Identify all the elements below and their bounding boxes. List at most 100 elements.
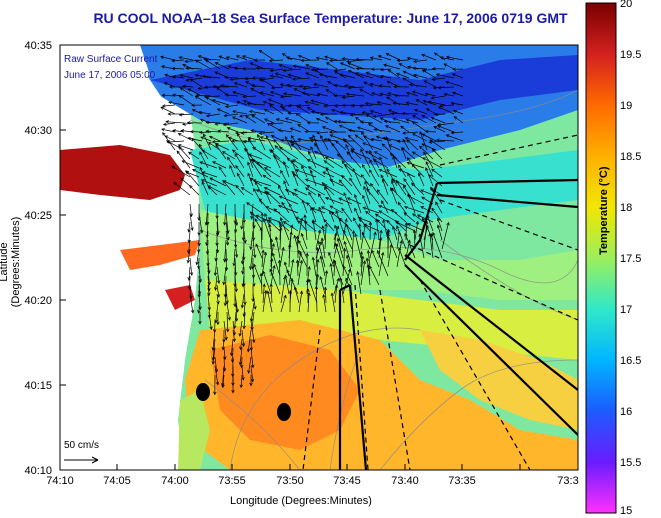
current-vector-head xyxy=(347,62,352,66)
current-vector-head xyxy=(213,391,217,396)
current-vector-head xyxy=(431,148,436,152)
current-vector-head xyxy=(375,135,380,139)
current-vector xyxy=(359,104,374,107)
current-vector-head xyxy=(401,111,406,116)
current-vector xyxy=(243,230,246,243)
current-vector xyxy=(225,94,239,97)
current-vector-head xyxy=(431,168,435,173)
current-vector-head xyxy=(260,212,264,216)
current-vector-head xyxy=(234,222,239,226)
current-vector xyxy=(305,64,320,70)
current-vector xyxy=(416,99,428,106)
current-vector xyxy=(270,75,284,79)
current-vector xyxy=(322,225,326,241)
current-vector xyxy=(267,123,284,133)
current-vector-head xyxy=(333,93,337,98)
current-vector-head xyxy=(278,221,282,226)
current-vector xyxy=(304,214,308,241)
current-vector-head xyxy=(209,177,213,181)
current-vector xyxy=(380,68,392,71)
current-vector-head xyxy=(315,247,320,251)
current-vector-head xyxy=(245,81,249,85)
current-vector-head xyxy=(336,153,341,158)
current-vector-head xyxy=(295,259,300,264)
current-vector-head xyxy=(423,80,428,84)
current-vector xyxy=(279,224,281,241)
current-vector-head xyxy=(224,336,228,341)
current-vector-head xyxy=(308,137,313,141)
current-vector-head xyxy=(245,147,249,152)
current-vector-head xyxy=(240,131,245,135)
current-vector xyxy=(420,189,434,196)
current-vector xyxy=(338,197,353,205)
current-vector-head xyxy=(225,328,230,333)
current-vector xyxy=(360,260,366,286)
current-vector xyxy=(314,143,326,160)
current-vector-head xyxy=(395,179,399,184)
current-vector-head xyxy=(271,148,275,153)
current-vector-head xyxy=(211,140,216,144)
current-vector-head xyxy=(334,242,338,247)
current-vector-head xyxy=(277,204,282,208)
colorbar-tick: 16 xyxy=(620,406,632,418)
current-vector-head xyxy=(241,55,246,59)
current-vector-head xyxy=(390,111,395,116)
current-vector xyxy=(250,302,255,322)
current-vector xyxy=(386,220,398,232)
current-vector-head xyxy=(205,120,210,125)
current-vector xyxy=(438,106,455,115)
current-vector xyxy=(398,202,407,214)
current-vector-head xyxy=(395,221,400,225)
current-vector xyxy=(396,240,402,268)
current-vector-head xyxy=(324,197,329,201)
current-vector-head xyxy=(265,206,269,210)
current-vector-head xyxy=(234,288,238,293)
current-vector xyxy=(233,248,236,266)
current-vector-head xyxy=(451,73,456,77)
current-vector-head xyxy=(320,206,325,210)
current-vector-head xyxy=(307,166,312,170)
current-vector-head xyxy=(380,174,384,179)
current-vector-head xyxy=(345,92,350,96)
current-vector xyxy=(363,135,374,142)
current-vector xyxy=(226,311,229,332)
current-vector-head xyxy=(205,96,210,100)
current-vector xyxy=(212,99,230,106)
current-vector xyxy=(215,248,218,261)
current-vector-head xyxy=(404,232,408,237)
current-vector xyxy=(396,225,407,250)
current-vector-head xyxy=(254,218,258,222)
current-vector xyxy=(379,85,392,88)
current-vector-head xyxy=(263,108,268,113)
current-vector-head xyxy=(370,67,375,71)
current-vector xyxy=(339,179,353,196)
current-vector xyxy=(248,153,263,160)
current-vector-head xyxy=(422,99,427,104)
current-vector xyxy=(236,55,248,61)
current-vector xyxy=(227,127,239,133)
current-vector-head xyxy=(344,218,348,222)
current-vector-head xyxy=(371,92,375,96)
current-vector-head xyxy=(162,132,166,136)
current-vector-head xyxy=(362,194,366,199)
current-vector xyxy=(229,165,236,178)
current-vector-head xyxy=(421,143,426,147)
current-vector-head xyxy=(339,110,344,115)
current-vector-head xyxy=(247,153,252,157)
current-vector-head xyxy=(421,69,426,73)
current-vector-head xyxy=(169,85,173,89)
current-vector-head xyxy=(354,207,358,212)
current-vector-head xyxy=(378,210,383,214)
current-vector xyxy=(257,134,266,151)
current-vector-head xyxy=(194,73,199,77)
current-vector-head xyxy=(310,68,315,72)
current-vector xyxy=(160,56,176,61)
current-vector-head xyxy=(403,212,408,216)
current-vector-head xyxy=(250,158,254,163)
current-vector-head xyxy=(207,314,212,319)
current-vector-head xyxy=(324,186,328,191)
current-vector-head xyxy=(371,249,375,254)
sst-map xyxy=(60,45,578,470)
current-vector-head xyxy=(252,339,256,344)
